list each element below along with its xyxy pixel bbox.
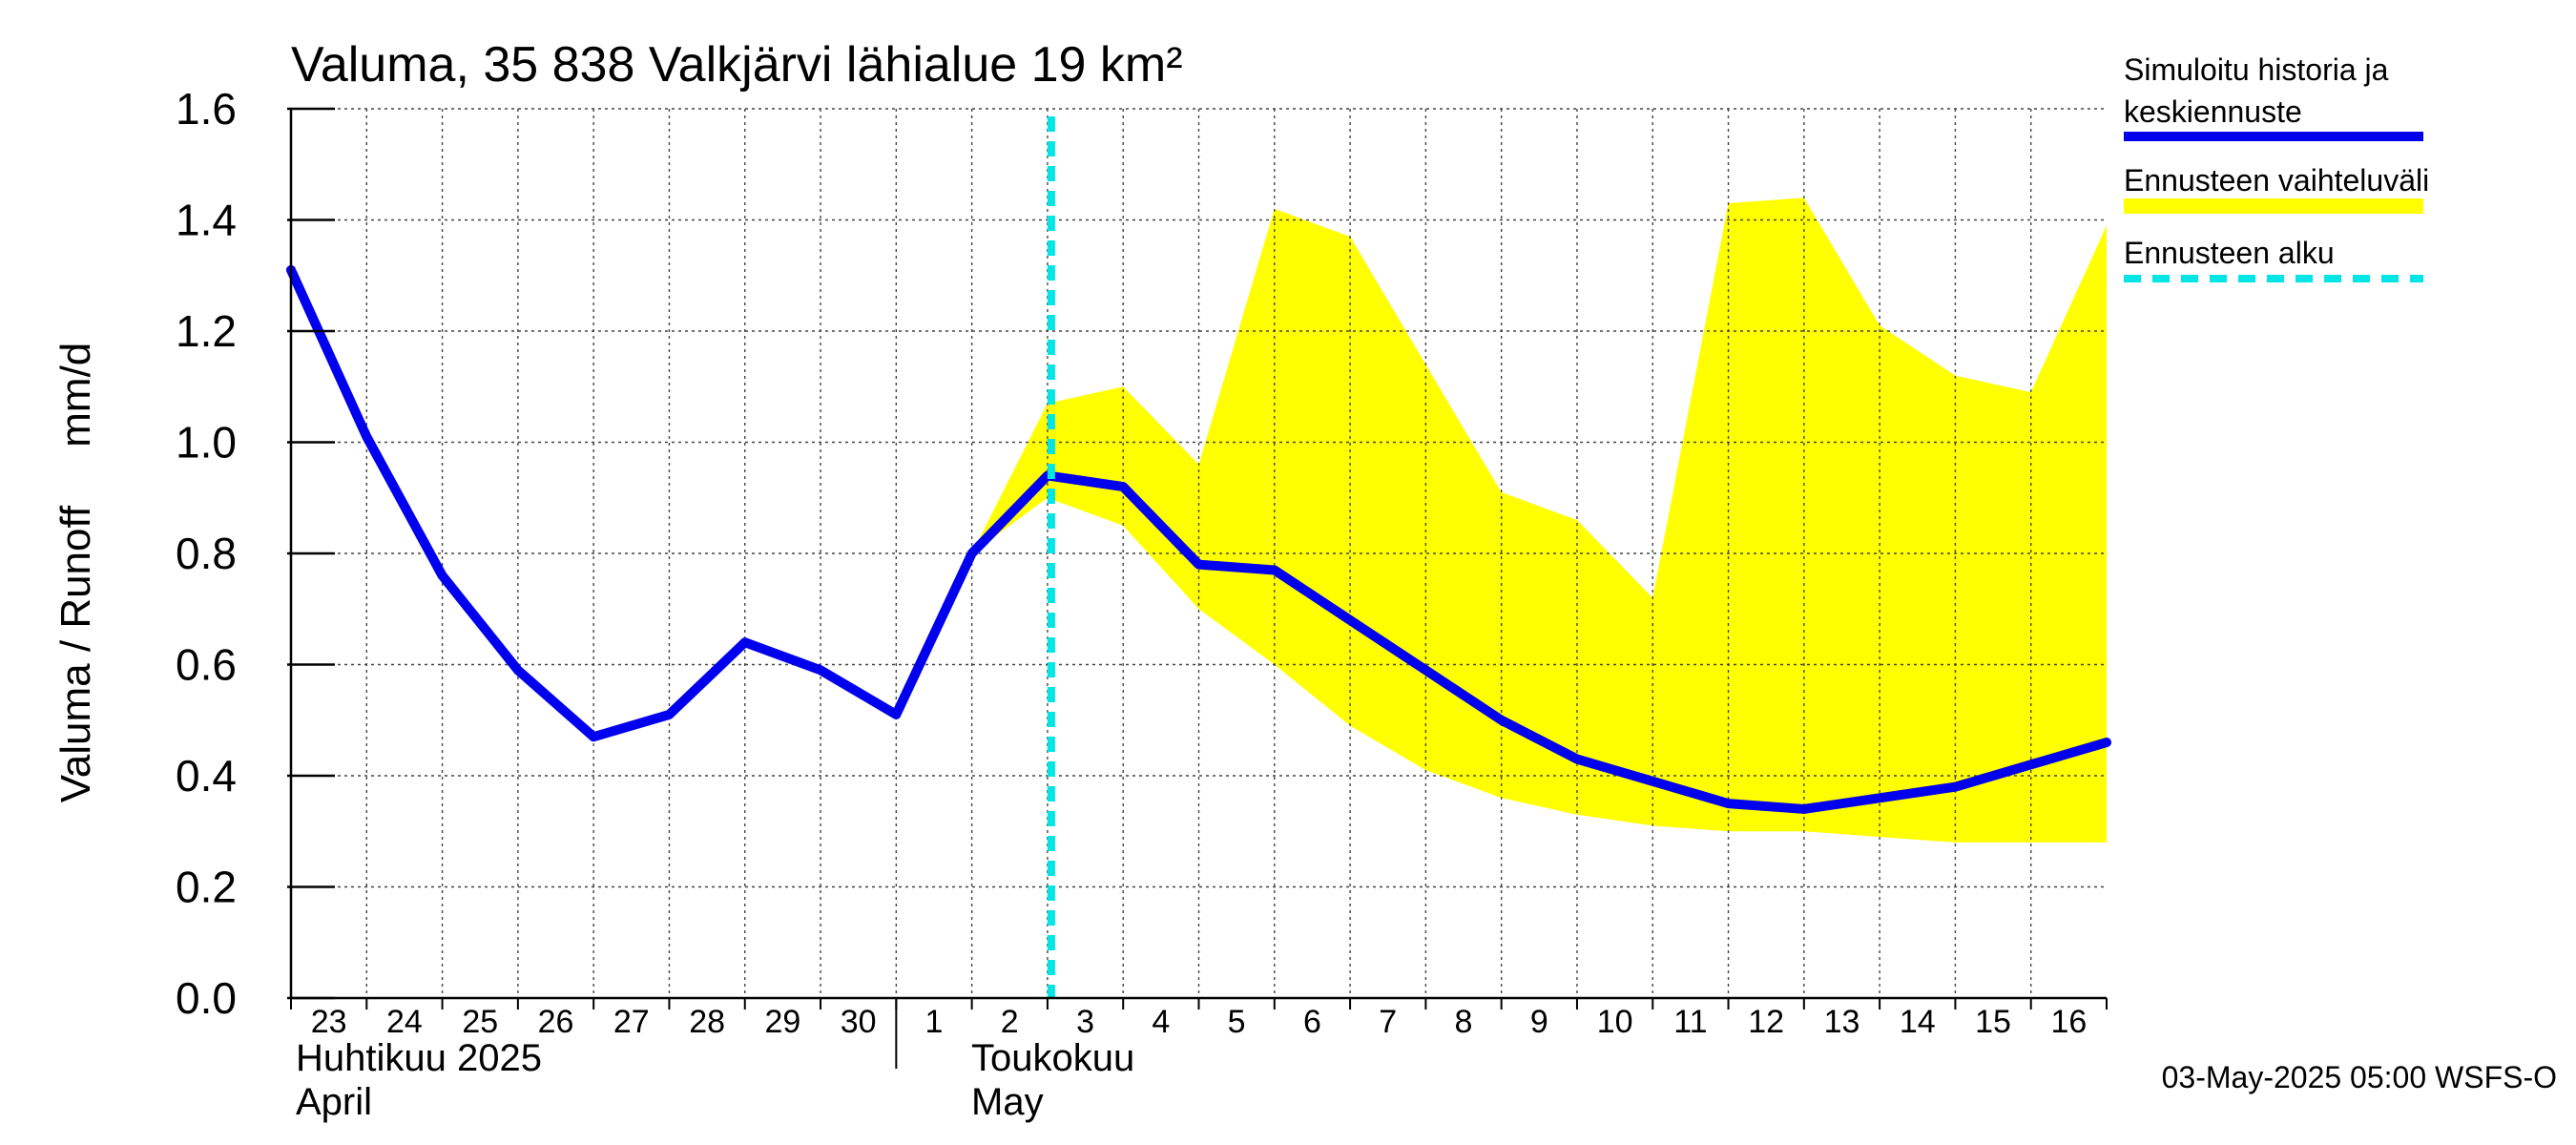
x-tick-label: 6 [1303, 1004, 1321, 1040]
month-label-april-fi: Huhtikuu 2025 [296, 1037, 542, 1079]
x-tick-label: 8 [1455, 1004, 1473, 1040]
plot-area [286, 108, 2111, 998]
month-label-may-fi: Toukokuu [971, 1037, 1134, 1079]
y-axis-label: Valuma / Runoff mm/d [52, 343, 99, 803]
x-tick-label: 27 [613, 1004, 650, 1040]
x-tick-label: 11 [1673, 1004, 1707, 1040]
month-label-may-en: May [971, 1081, 1044, 1123]
y-tick-label: 1.6 [176, 84, 237, 134]
x-tick-labels: 23 24 25 26 27 28 29 30 1 2 3 4 5 6 7 8 9 10 11 12 13 14 15 16 [311, 1004, 2088, 1040]
x-tick-label: 9 [1530, 1004, 1548, 1040]
footer-timestamp: 03-May-2025 05:00 WSFS-O [2162, 1060, 2557, 1094]
y-tick-label: 0.2 [176, 863, 237, 912]
x-tick-label: 28 [689, 1004, 725, 1040]
legend: Simuloitu historia ja keskiennuste Ennus… [2124, 52, 2429, 282]
forecast-range-area [971, 198, 2107, 843]
x-tick-label: 1 [925, 1004, 944, 1040]
x-tick-label: 25 [462, 1004, 498, 1040]
x-tick-label: 16 [2050, 1004, 2087, 1040]
x-tick-label: 29 [764, 1004, 800, 1040]
y-tick-label: 0.4 [176, 751, 237, 801]
x-tick-label: 5 [1228, 1004, 1246, 1040]
y-tick-label: 1.2 [176, 306, 237, 356]
legend-label-range: Ennusteen vaihteluväli [2124, 163, 2429, 198]
y-tick-label: 0.0 [176, 973, 237, 1023]
forecast-range-layer [971, 198, 2107, 843]
legend-label-simulated-line1: Simuloitu historia ja [2124, 52, 2389, 87]
x-tick-label: 26 [538, 1004, 574, 1040]
x-tick-label: 4 [1152, 1004, 1170, 1040]
x-tick-label: 15 [1975, 1004, 2011, 1040]
y-tick-labels: 0.0 0.2 0.4 0.6 0.8 1.0 1.2 1.4 1.6 [176, 84, 237, 1023]
y-tick-label: 1.4 [176, 196, 237, 245]
x-tick-label: 12 [1748, 1004, 1784, 1040]
series-layer [286, 116, 2111, 998]
x-tick-label: 23 [311, 1004, 347, 1040]
x-tick-label: 24 [386, 1004, 423, 1040]
chart-title: Valuma, 35 838 Valkjärvi lähialue 19 km² [291, 37, 1183, 93]
x-tick-label: 2 [1001, 1004, 1019, 1040]
x-tick-label: 7 [1379, 1004, 1397, 1040]
grid-layer [291, 108, 2107, 998]
y-tick-label: 1.0 [176, 418, 237, 468]
month-label-april-en: April [296, 1081, 372, 1123]
x-tick-label: 3 [1076, 1004, 1094, 1040]
x-tick-label: 13 [1824, 1004, 1860, 1040]
legend-label-forecast-start: Ennusteen alku [2124, 236, 2335, 270]
y-tick-label: 0.6 [176, 640, 237, 690]
x-tick-label: 30 [841, 1004, 877, 1040]
axes-layer [287, 107, 2108, 1069]
y-tick-label: 0.8 [176, 529, 237, 578]
series-line-0 [286, 264, 2111, 814]
legend-label-simulated-line2: keskiennuste [2124, 94, 2302, 129]
x-tick-label: 14 [1900, 1004, 1936, 1040]
x-tick-label: 10 [1597, 1004, 1633, 1040]
